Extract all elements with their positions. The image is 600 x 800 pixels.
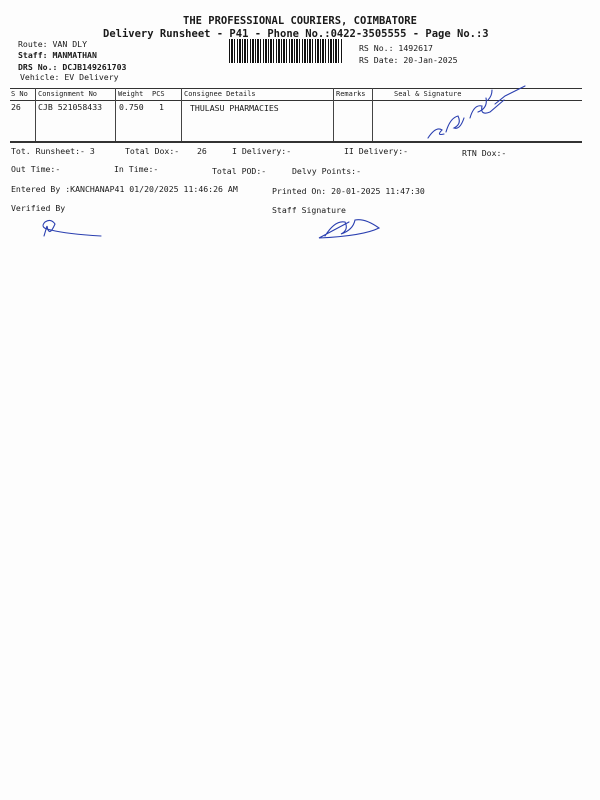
runsheet-title: Delivery Runsheet - P41 - Phone No.:0422… bbox=[103, 28, 489, 40]
company-name: THE PROFESSIONAL COURIERS, COIMBATORE bbox=[183, 15, 417, 27]
cell-pcs: 1 bbox=[159, 102, 164, 112]
rtn-dox: RTN Dox:- bbox=[462, 148, 507, 158]
tot-runsheet: Tot. Runsheet:- 3 bbox=[11, 146, 95, 156]
printed-on: Printed On: 20-01-2025 11:47:30 bbox=[272, 186, 425, 196]
verifier-signature bbox=[42, 219, 102, 237]
staff-signature bbox=[318, 219, 381, 239]
ii-delivery: II Delivery:- bbox=[344, 146, 409, 156]
header-consignee: Consignee Details bbox=[184, 90, 256, 98]
staff: Staff: MANMATHAN bbox=[18, 50, 97, 60]
header-pcs: PCS bbox=[152, 90, 165, 98]
total-pod: Total POD:- bbox=[212, 166, 267, 176]
total-dox-value: 26 bbox=[197, 146, 207, 156]
cell-sno: 26 bbox=[11, 102, 21, 112]
header-seal: Seal & Signature bbox=[394, 90, 462, 98]
vehicle: Vehicle: EV Delivery bbox=[20, 72, 119, 82]
in-time: In Time:- bbox=[114, 164, 159, 174]
cell-consignee: THULASU PHARMACIES bbox=[190, 103, 279, 113]
header-weight: Weight bbox=[118, 90, 144, 98]
verified-by: Verified By bbox=[11, 203, 66, 213]
header-remarks: Remarks bbox=[336, 90, 366, 98]
rs-no: RS No.: 1492617 bbox=[359, 43, 433, 53]
header-consignment: Consignment No bbox=[38, 90, 98, 98]
i-delivery: I Delivery:- bbox=[232, 146, 292, 156]
barcode bbox=[229, 39, 343, 63]
total-dox: Total Dox:- bbox=[125, 146, 180, 156]
cell-consignment: CJB 521058433 bbox=[38, 102, 103, 112]
receiver-signature bbox=[427, 85, 526, 139]
entered-by: Entered By :KANCHANAP41 01/20/2025 11:46… bbox=[11, 184, 238, 194]
staff-signature-label: Staff Signature bbox=[272, 205, 346, 215]
header-sno: S No bbox=[11, 90, 28, 98]
drs-no: DRS No.: DCJB149261703 bbox=[18, 62, 127, 72]
route: Route: VAN DLY bbox=[18, 39, 88, 49]
delvy-points: Delvy Points:- bbox=[292, 166, 362, 176]
out-time: Out Time:- bbox=[11, 164, 61, 174]
cell-weight: 0.750 bbox=[119, 102, 144, 112]
rs-date: RS Date: 20-Jan-2025 bbox=[359, 55, 458, 65]
